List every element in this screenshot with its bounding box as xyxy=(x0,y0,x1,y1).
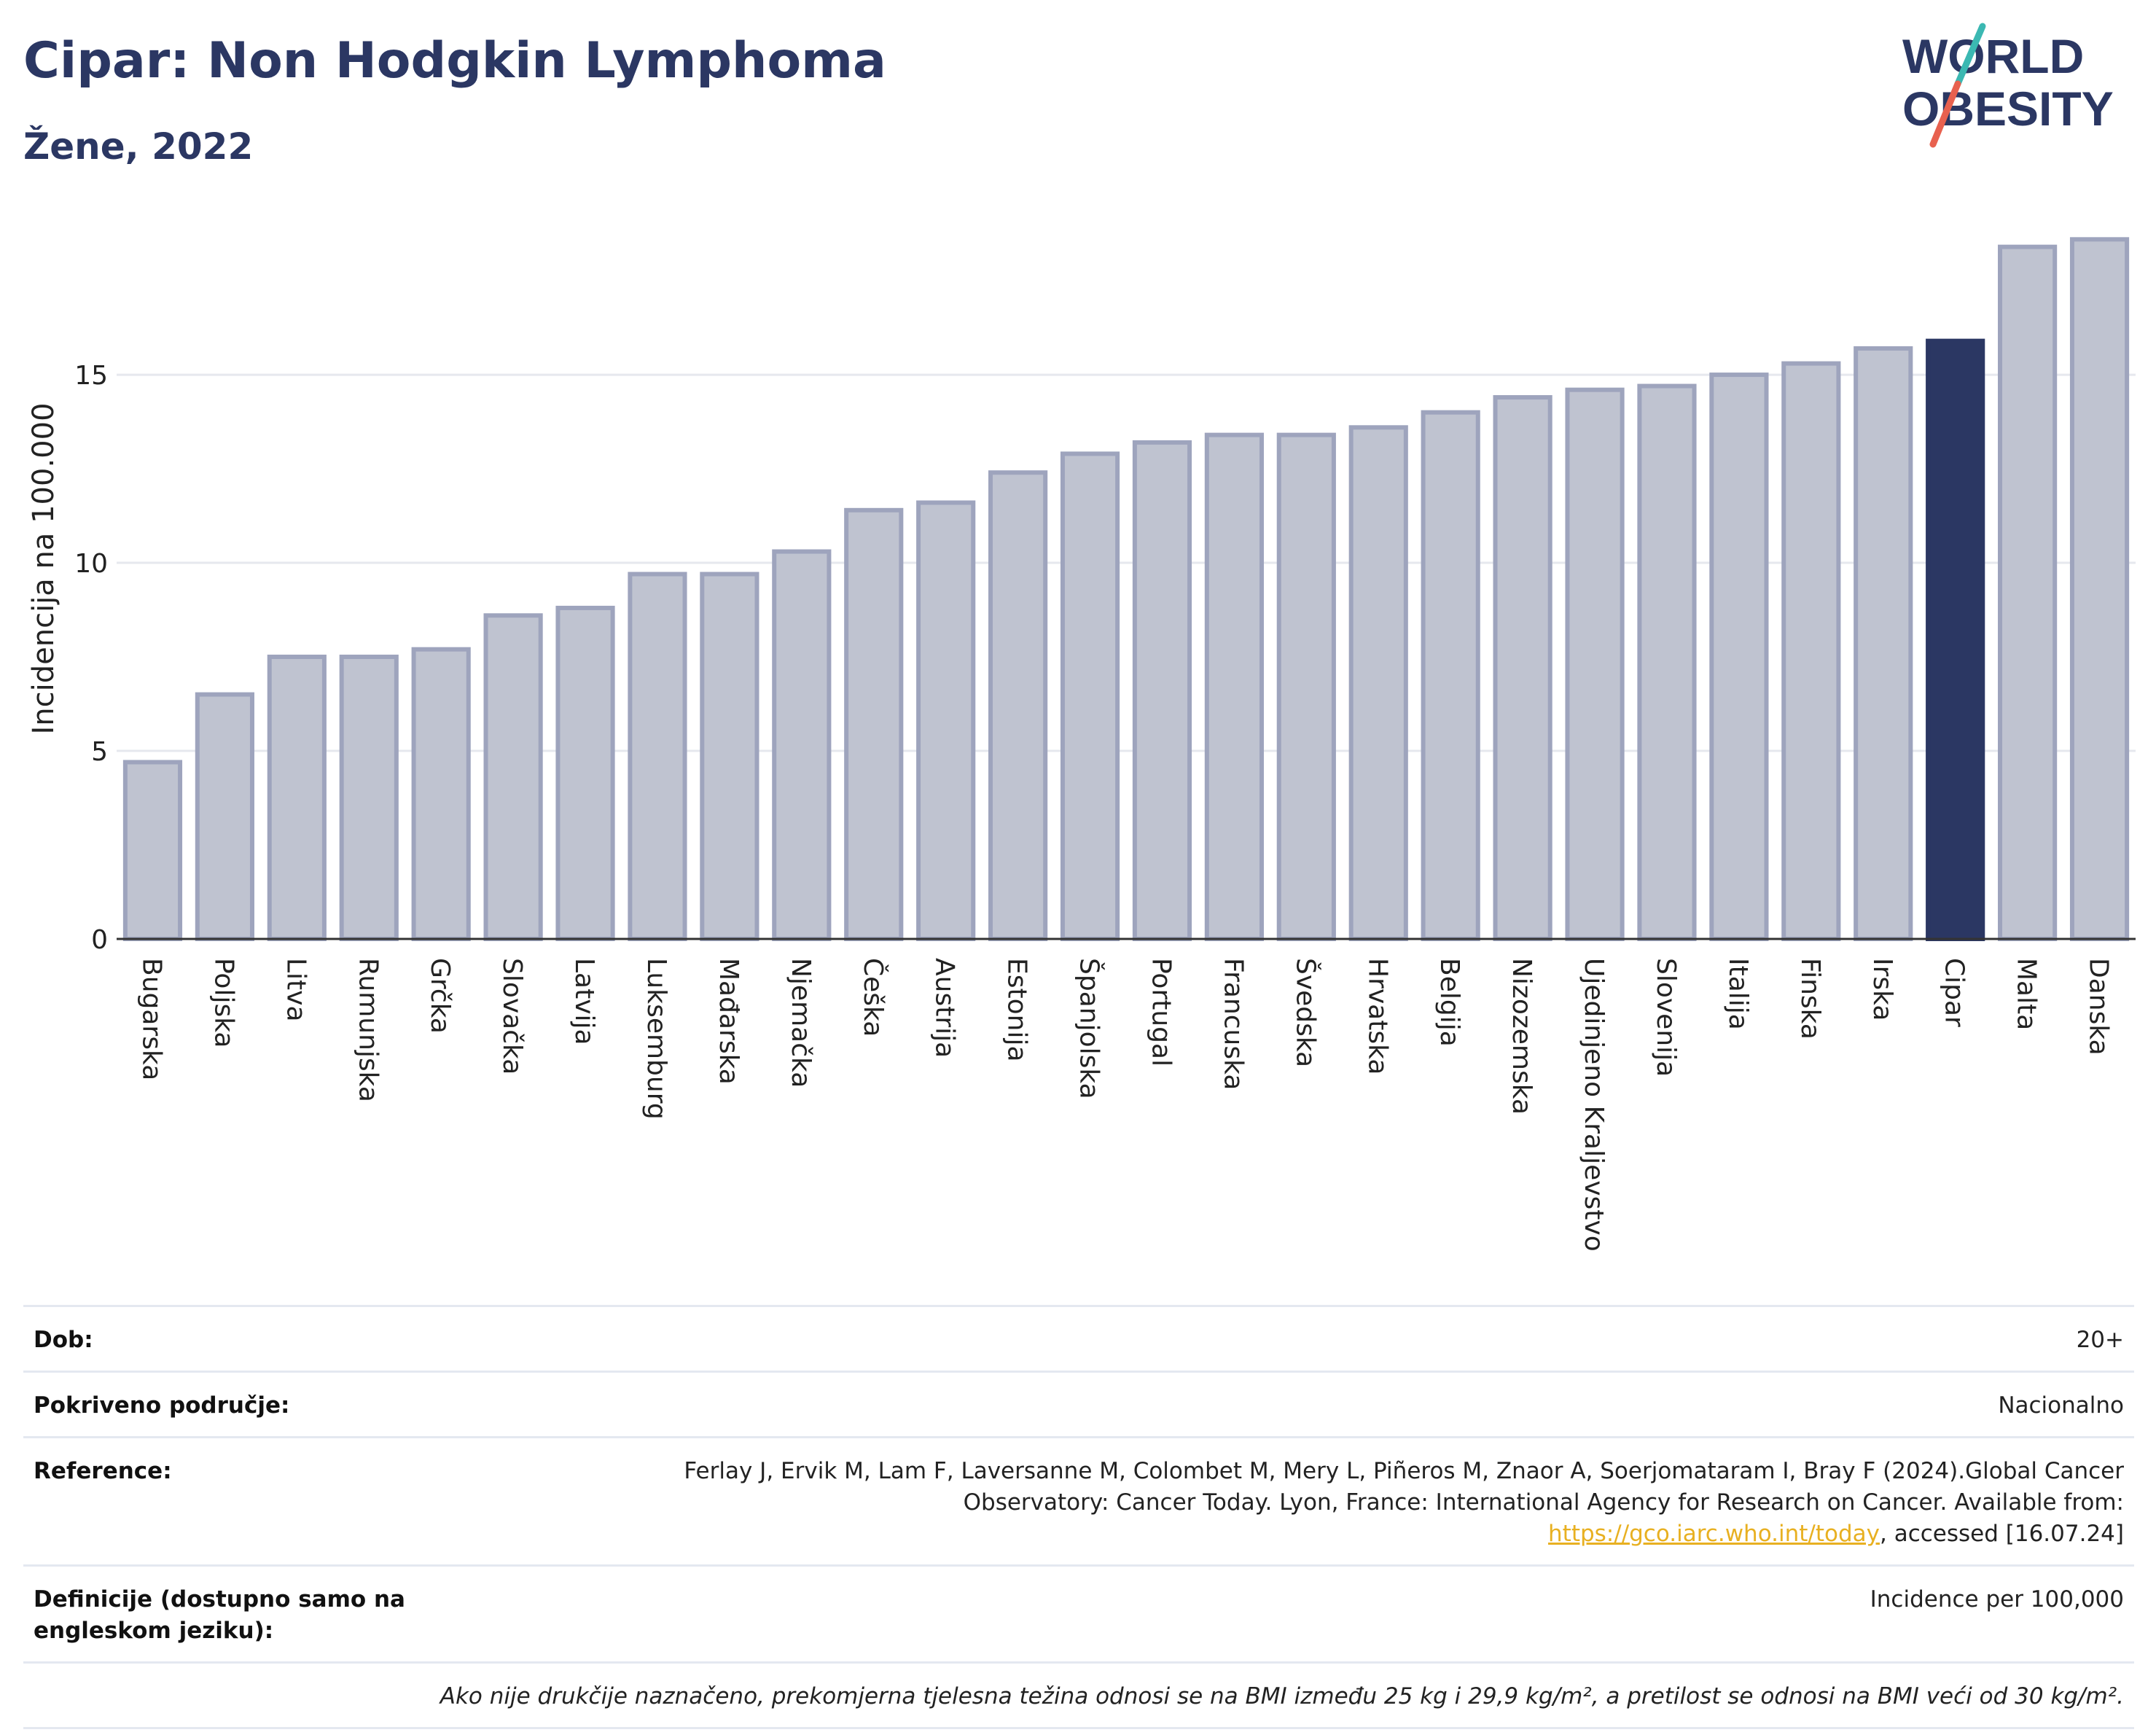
bar xyxy=(1348,425,1408,941)
x-tick-label: Irska xyxy=(1867,958,1897,1021)
x-tick-label: Finska xyxy=(1795,958,1825,1040)
definitions-value: Incidence per 100,000 xyxy=(1870,1586,2124,1613)
bar xyxy=(195,692,254,942)
age-label: Dob: xyxy=(34,1327,93,1353)
y-tick-label: 5 xyxy=(91,737,108,767)
x-tick-label: Češka xyxy=(858,958,888,1037)
x-tick-label: Litva xyxy=(281,958,310,1022)
bar xyxy=(1565,387,1625,941)
x-tick-label: Latvija xyxy=(569,958,599,1045)
x-tick-label: Austrija xyxy=(930,958,960,1058)
x-tick-label: Rumunjska xyxy=(353,958,383,1102)
x-tick-label: Slovenija xyxy=(1651,958,1681,1077)
bar xyxy=(988,470,1048,941)
x-tick-label: Belgija xyxy=(1434,958,1464,1047)
world-obesity-logo: WORLD OBESITY xyxy=(1902,23,2114,148)
x-tick-label: Mađarska xyxy=(714,958,743,1085)
x-tick-label: Danska xyxy=(2084,958,2114,1056)
bar xyxy=(916,500,976,941)
page-title: Cipar: Non Hodgkin Lymphoma xyxy=(23,32,886,90)
x-tick-label: Švedska xyxy=(1290,958,1321,1067)
footnote: Ako nije drukčije naznačeno, prekomjerna… xyxy=(440,1683,2124,1709)
y-tick-label: 0 xyxy=(91,925,108,955)
bar xyxy=(1854,346,1913,941)
x-tick-label: Bugarska xyxy=(136,958,166,1080)
info-table: Dob: 20+ Pokriveno područje: Nacionalno … xyxy=(23,1305,2134,1729)
reference-link[interactable]: https://gco.iarc.who.int/today xyxy=(1548,1521,1880,1547)
reference-label: Reference: xyxy=(34,1458,172,1484)
bar xyxy=(267,655,327,941)
definitions-label: Definicije (dostupno samo na engleskom j… xyxy=(34,1586,405,1644)
x-tick-label: Slovačka xyxy=(497,958,527,1075)
info-row-definitions: Definicije (dostupno samo na engleskom j… xyxy=(23,1564,2134,1661)
bar xyxy=(700,572,759,942)
age-value: 20+ xyxy=(2076,1327,2124,1353)
x-tick-label: Luksemburg xyxy=(641,958,671,1120)
info-row-age: Dob: 20+ xyxy=(23,1305,2134,1371)
bar xyxy=(2069,237,2130,941)
bar xyxy=(555,605,615,941)
bar xyxy=(844,507,904,941)
bar xyxy=(1132,440,1192,941)
x-tick-label: Španjolska xyxy=(1074,958,1105,1099)
bar xyxy=(772,549,832,941)
bar xyxy=(1781,361,1841,942)
reference-value: Ferlay J, Ervik M, Lam F, Laversanne M, … xyxy=(544,1456,2124,1550)
bar xyxy=(411,647,471,941)
x-tick-label: Ujedinjeno Kraljevstvo xyxy=(1579,958,1609,1252)
page-subtitle: Žene, 2022 xyxy=(23,125,254,168)
reference-suffix: , accessed [16.07.24] xyxy=(1879,1521,2124,1547)
x-tick-label: Malta xyxy=(2012,958,2042,1030)
bar xyxy=(483,613,543,942)
x-tick-label: Francuska xyxy=(1218,958,1248,1090)
x-tick-label: Portugal xyxy=(1146,958,1176,1067)
coverage-value: Nacionalno xyxy=(1998,1392,2124,1419)
x-tick-label: Estonija xyxy=(1002,958,1032,1062)
info-row-coverage: Pokriveno područje: Nacionalno xyxy=(23,1371,2134,1436)
bar xyxy=(1276,432,1336,941)
bar xyxy=(339,655,399,941)
bar xyxy=(1204,432,1264,941)
x-tick-label: Hrvatska xyxy=(1362,958,1392,1075)
x-tick-label: Nizozemska xyxy=(1507,958,1536,1115)
x-tick-label: Cipar xyxy=(1940,958,1969,1027)
x-tick-label: Poljska xyxy=(208,958,238,1048)
bar xyxy=(122,760,183,941)
bar xyxy=(1060,451,1120,941)
x-tick-label: Grčka xyxy=(425,958,455,1034)
x-tick-label: Italija xyxy=(1723,958,1753,1030)
bar xyxy=(1637,383,1697,941)
bar xyxy=(628,572,687,942)
bar-chart: 0 5 10 15 Bugarska Poljska Litva Rumunjska Grčka… xyxy=(74,237,2136,1252)
y-tick-label: 10 xyxy=(74,549,108,579)
reference-text: Ferlay J, Ervik M, Lam F, Laversanne M, … xyxy=(684,1458,2124,1516)
bar xyxy=(1998,244,2058,941)
bar xyxy=(1709,373,1769,941)
info-row-footnote: Ako nije drukčije naznačeno, prekomjerna… xyxy=(23,1661,2134,1729)
x-tick-label: Njemačka xyxy=(786,958,816,1088)
bar-highlight xyxy=(1926,338,1985,941)
coverage-label: Pokriveno područje: xyxy=(34,1392,290,1419)
logo-line1: WORLD xyxy=(1902,29,2084,83)
y-tick-label: 15 xyxy=(74,361,108,391)
bar xyxy=(1421,410,1480,941)
bar xyxy=(1493,395,1552,941)
info-row-reference: Reference: Ferlay J, Ervik M, Lam F, Lav… xyxy=(23,1436,2134,1564)
